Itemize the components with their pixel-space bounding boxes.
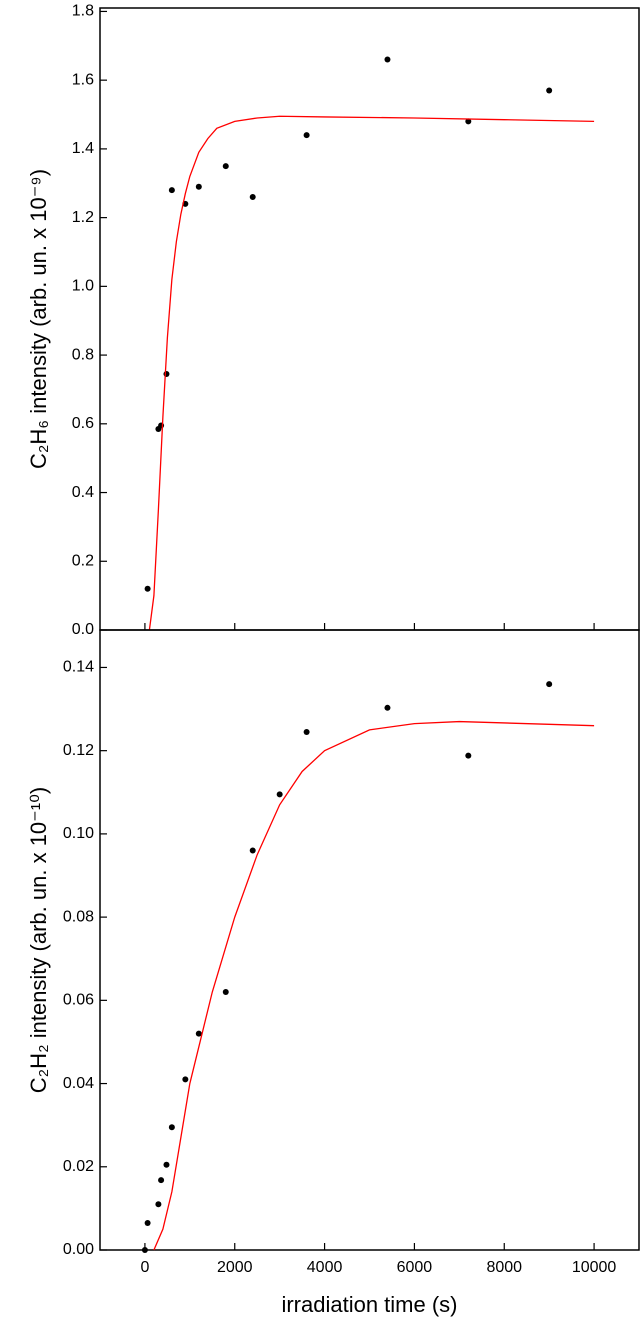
y-tick-label: 0.10 <box>63 825 94 842</box>
data-point <box>222 163 229 170</box>
data-point <box>195 183 202 190</box>
x-axis-label: irradiation time (s) <box>281 1292 457 1317</box>
data-point <box>155 1201 162 1208</box>
y-tick-label: 1.8 <box>72 3 94 20</box>
y-axis-label: C₂H₂ intensity (arb. un. x 10⁻¹⁰) <box>26 787 51 1094</box>
data-point <box>141 1247 148 1253</box>
y-tick-label: 0.04 <box>63 1075 94 1092</box>
data-point <box>546 681 553 688</box>
data-point <box>168 187 175 194</box>
data-point <box>144 1219 151 1226</box>
x-tick-label: 8000 <box>486 1259 522 1276</box>
y-tick-label: 1.2 <box>72 209 94 226</box>
y-tick-label: 0.08 <box>63 908 94 925</box>
y-tick-label: 0.06 <box>63 992 94 1009</box>
data-point <box>465 752 472 759</box>
data-point <box>303 132 310 139</box>
y-tick-label: 0.6 <box>72 415 94 432</box>
data-point <box>276 791 283 798</box>
x-tick-label: 10000 <box>572 1259 617 1276</box>
y-tick-label: 0.0 <box>72 621 94 638</box>
y-tick-label: 0.14 <box>63 659 94 676</box>
y-tick-label: 1.0 <box>72 278 94 295</box>
data-point <box>182 1076 189 1083</box>
data-point <box>303 728 310 735</box>
x-tick-label: 2000 <box>217 1259 253 1276</box>
data-point <box>249 194 256 201</box>
x-tick-label: 4000 <box>307 1259 343 1276</box>
data-point <box>163 1161 170 1168</box>
y-tick-label: 1.4 <box>72 140 94 157</box>
data-point <box>384 56 391 63</box>
y-tick-label: 0.12 <box>63 742 94 759</box>
plot-frame <box>99 7 640 631</box>
y-tick-label: 0.4 <box>72 484 94 501</box>
x-tick-label: 6000 <box>397 1259 433 1276</box>
data-point <box>384 704 391 711</box>
y-tick-label: 1.6 <box>72 71 94 88</box>
data-point <box>168 1124 175 1131</box>
fit-line <box>153 720 595 1251</box>
data-point <box>249 847 256 854</box>
fit-line <box>148 115 595 631</box>
y-tick-label: 0.2 <box>72 552 94 569</box>
y-tick-label: 0.00 <box>63 1241 94 1258</box>
data-point <box>158 1177 165 1184</box>
data-point <box>195 1030 202 1037</box>
y-tick-label: 0.02 <box>63 1158 94 1175</box>
data-point <box>465 118 472 125</box>
x-tick-label: 0 <box>140 1259 149 1276</box>
y-axis-label: C₂H₆ intensity (arb. un. x 10⁻⁹) <box>26 169 51 469</box>
data-point <box>144 585 151 592</box>
data-point <box>163 370 170 377</box>
plot-frame <box>99 629 640 1251</box>
y-tick-label: 0.8 <box>72 346 94 363</box>
data-point <box>546 87 553 94</box>
data-point <box>222 989 229 996</box>
